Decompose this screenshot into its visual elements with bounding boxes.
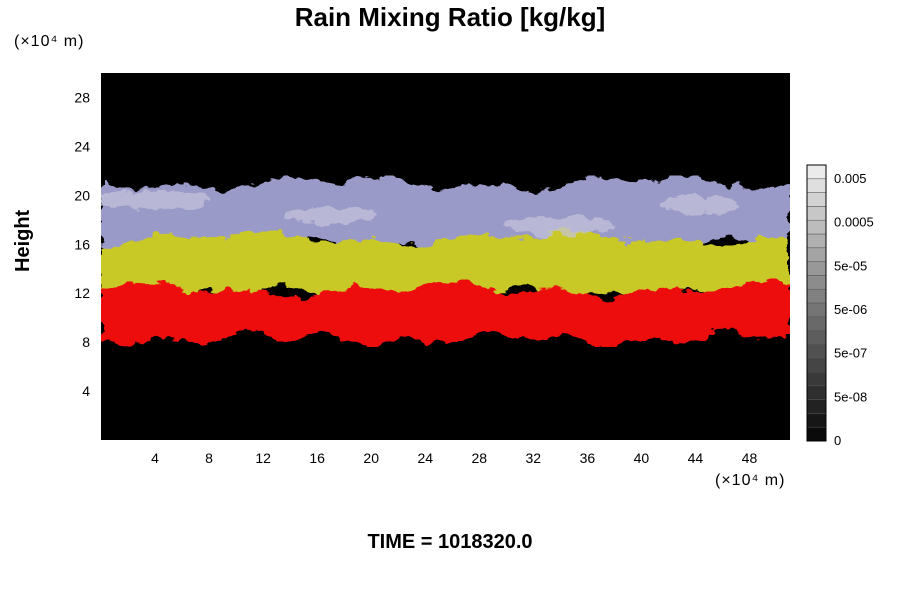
- x-tick-label: 40: [634, 450, 650, 466]
- upper-layer-highlight: [285, 206, 375, 224]
- colorbar-swatch: [806, 261, 827, 276]
- x-tick-label: 20: [363, 450, 379, 466]
- colorbar-swatch: [806, 178, 827, 193]
- colorbar-swatch: [806, 371, 827, 387]
- x-tick-label: 16: [309, 450, 325, 466]
- x-tick-label: 44: [688, 450, 704, 466]
- colorbar-label: 0: [834, 433, 841, 448]
- colorbar-swatch: [806, 330, 827, 345]
- y-tick-label: 20: [74, 187, 90, 203]
- x-tick-label: 48: [742, 450, 758, 466]
- x-tick-label: 28: [471, 450, 487, 466]
- colorbar-swatch: [806, 247, 827, 262]
- upper-layer-highlight: [101, 191, 210, 209]
- rain-layer-middle: [101, 229, 790, 302]
- y-tick-label: 24: [74, 138, 90, 154]
- colorbar-swatch: [806, 413, 827, 428]
- time-label: TIME = 1018320.0: [367, 531, 533, 553]
- colorbar-label: 5e-07: [834, 346, 867, 361]
- y-tick-label: 4: [82, 383, 90, 399]
- colorbar-swatch: [806, 344, 827, 359]
- y-tick-label: 28: [74, 89, 90, 105]
- x-tick-label: 32: [526, 450, 542, 466]
- colorbar-swatch: [806, 316, 827, 331]
- colorbar-swatch: [806, 385, 827, 400]
- upper-layer-highlight: [505, 216, 615, 234]
- colorbar-label: 5e-08: [834, 389, 867, 404]
- colorbar-swatch: [806, 275, 827, 290]
- upper-layer-highlight: [660, 196, 740, 214]
- x-tick-label: 4: [151, 450, 159, 466]
- colorbar-label: 5e-05: [834, 258, 867, 273]
- x-axis-unit: (×10⁴ m): [715, 472, 786, 489]
- y-tick-label: 12: [74, 285, 90, 301]
- chart-title: Rain Mixing Ratio [kg/kg]: [294, 2, 606, 32]
- colorbar-swatch: [806, 192, 827, 207]
- colorbar-swatch: [806, 399, 827, 414]
- colorbar-swatch: [806, 426, 827, 442]
- colorbar-label: 0.0005: [834, 215, 874, 230]
- x-tick-label: 12: [255, 450, 271, 466]
- y-axis-unit: (×10⁴ m): [14, 33, 85, 50]
- colorbar-swatch: [806, 302, 827, 318]
- y-tick-label: 16: [74, 236, 90, 252]
- colorbar-frame: [806, 164, 827, 442]
- y-tick-label: 8: [82, 334, 90, 350]
- rain-layer-lower: [101, 280, 790, 347]
- colorbar-swatch: [806, 233, 827, 249]
- x-tick-label: 8: [205, 450, 213, 466]
- colorbar-swatch: [806, 357, 827, 373]
- colorbar-label: 5e-06: [834, 302, 867, 317]
- colorbar-swatch: [806, 219, 827, 235]
- colorbar-label: 0.005: [834, 171, 867, 186]
- colorbar-swatch: [806, 288, 827, 304]
- x-tick-label: 24: [417, 450, 433, 466]
- x-tick-label: 36: [580, 450, 596, 466]
- colorbar-swatch: [806, 164, 827, 180]
- colorbar-swatch: [806, 206, 827, 221]
